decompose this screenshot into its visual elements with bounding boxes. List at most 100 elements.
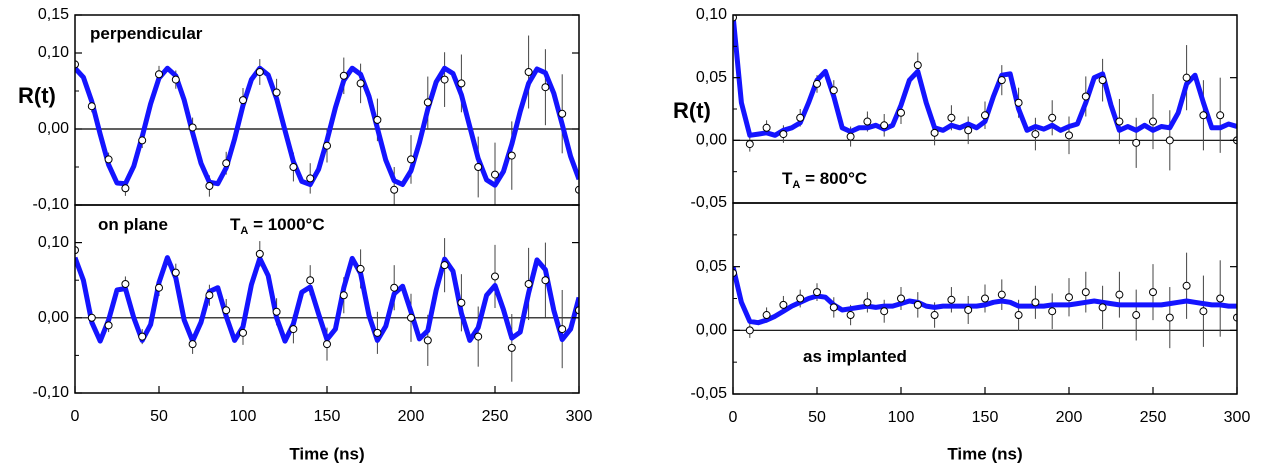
data-point [1115, 117, 1124, 126]
data-point [306, 276, 315, 285]
data-point [1048, 113, 1057, 122]
x-tick-label: 0 [729, 409, 738, 426]
data-point [779, 300, 788, 309]
data-point [407, 155, 415, 164]
data-point [846, 311, 855, 320]
data-point [104, 321, 113, 330]
data-point [930, 128, 939, 137]
y-tick-label: -0,05 [691, 385, 728, 402]
x-tick-label: 0 [71, 408, 80, 425]
data-point [880, 307, 889, 316]
annotation-subscript: A [240, 225, 248, 237]
data-point [155, 70, 163, 79]
data-point [171, 268, 180, 277]
data-point [373, 115, 382, 124]
data-point [323, 141, 331, 150]
data-point [796, 294, 805, 303]
data-point [1149, 288, 1157, 297]
data-point [1132, 138, 1141, 147]
annotation-text: T [230, 215, 241, 234]
plot-area [75, 238, 579, 382]
data-point [813, 288, 821, 297]
annotation: TA = 800°C [782, 169, 867, 190]
data-point [457, 79, 466, 88]
y-tick-label: 0,00 [38, 309, 69, 326]
data-point [239, 328, 247, 337]
y-tick-label: 0,00 [38, 120, 69, 137]
y-tick-label: -0,05 [691, 194, 728, 211]
data-point [745, 326, 754, 335]
data-point [239, 96, 247, 105]
data-point [1165, 313, 1174, 322]
data-point [733, 15, 737, 22]
x-tick-label: 300 [566, 408, 593, 425]
y-tick-label: 0,05 [696, 258, 727, 275]
data-point [440, 261, 449, 270]
data-point [272, 307, 281, 316]
panel: 0,05 0,00 -0,050 50 100 150 200 250 300 Time (ns)… [691, 202, 1250, 463]
panel: 0,15 0,10 0,00 -0,10 R(t) perpendicular [18, 6, 580, 213]
data-point [121, 184, 130, 193]
data-point [575, 185, 579, 194]
plot-area [733, 15, 1237, 181]
data-point [75, 60, 79, 69]
y-tick-label: 0,15 [38, 6, 69, 23]
data-point [1031, 298, 1040, 307]
x-tick-label: 200 [1056, 409, 1083, 426]
data-point [87, 102, 96, 111]
data-point [491, 170, 499, 179]
data-point [558, 325, 567, 334]
data-point [880, 121, 889, 130]
data-point [829, 303, 838, 312]
data-point [1182, 73, 1191, 82]
x-tick-label: 250 [482, 408, 509, 425]
data-point [897, 294, 905, 303]
data-point [255, 68, 264, 76]
data-point [507, 151, 516, 160]
data-point [947, 113, 956, 122]
annotation-text: T [782, 169, 793, 188]
annotation: TA = 1000°C [230, 215, 325, 236]
data-point [289, 325, 298, 334]
data-point [1165, 136, 1174, 145]
data-point [1115, 290, 1124, 299]
data-point [1098, 303, 1107, 312]
data-point [155, 283, 163, 292]
annotation: as implanted [803, 347, 907, 366]
fit-line [75, 255, 579, 344]
y-tick-label: 0,00 [696, 132, 727, 149]
data-point [779, 130, 788, 139]
data-point [762, 123, 771, 132]
data-point [745, 140, 754, 149]
y-axis-label: R(t) [673, 98, 711, 123]
data-point [339, 291, 348, 300]
data-point [356, 79, 365, 88]
data-point [575, 306, 579, 315]
data-point [373, 328, 382, 337]
data-point [356, 264, 365, 273]
data-point [104, 155, 113, 164]
annotation-rest: = 800°C [800, 169, 867, 188]
data-point [474, 332, 483, 341]
data-point [524, 279, 533, 288]
data-point [863, 117, 872, 126]
annotation-subscript: A [792, 179, 800, 191]
data-point [1048, 307, 1057, 316]
data-point [1149, 117, 1157, 126]
x-tick-label: 200 [398, 408, 425, 425]
x-tick-label: 50 [808, 409, 826, 426]
data-point [1081, 92, 1090, 101]
x-tick-label: 100 [230, 408, 257, 425]
data-point [423, 336, 432, 345]
data-point [205, 291, 214, 300]
data-point [339, 71, 348, 80]
data-point [390, 283, 399, 292]
data-point [390, 185, 399, 194]
panel: 0,10 0,00 -0,100 50 100 150 200 250 300 Time (ns)… [33, 204, 593, 463]
annotation-text: on plane [98, 215, 168, 234]
data-point [1132, 311, 1141, 320]
data-point [255, 249, 264, 258]
data-point [188, 123, 197, 132]
data-point [829, 86, 838, 95]
